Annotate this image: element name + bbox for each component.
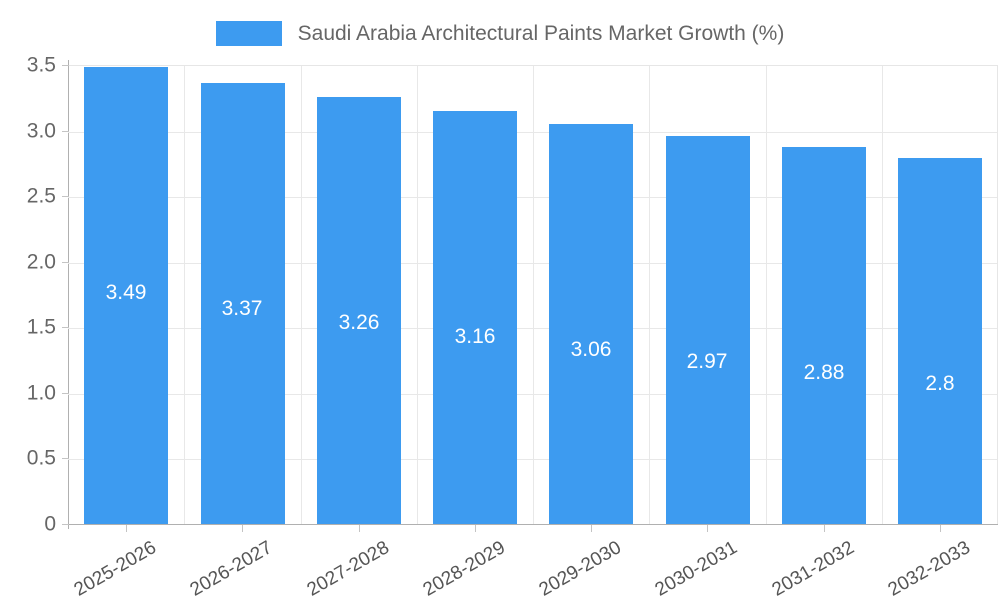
y-gridline	[68, 262, 997, 264]
bar[interactable]	[84, 67, 168, 525]
bar-value-label: 3.06	[570, 338, 612, 361]
bar[interactable]	[666, 136, 750, 525]
x-axis-tick-mark	[126, 525, 127, 532]
y-axis-tick-label: 1.0	[26, 381, 56, 405]
y-axis-tick-mark	[62, 261, 69, 263]
bar[interactable]	[898, 158, 982, 525]
bar-value-label: 3.16	[454, 325, 496, 348]
bar-value-label: 3.49	[105, 281, 147, 304]
x-axis-tick-label: 2030-2031	[651, 537, 741, 601]
bar[interactable]	[201, 83, 285, 525]
y-axis-tick-label: 0	[44, 512, 56, 536]
x-gridline	[184, 66, 185, 524]
x-axis-tick-label: 2025-2026	[70, 537, 160, 601]
x-gridline	[301, 66, 302, 524]
x-axis-tick-label: 2032-2033	[884, 537, 974, 601]
y-gridline	[68, 131, 997, 133]
plot-area: 3.49 3.37 3.26 3.16 3.06 2.97 2.88 2.8	[68, 65, 998, 525]
bar-value-label: 2.97	[686, 350, 728, 373]
y-gridline	[68, 197, 997, 199]
bar-value-label: 3.37	[221, 297, 263, 320]
x-axis-tick-mark	[359, 525, 360, 532]
y-axis-tick-label: 2.5	[26, 184, 56, 208]
x-axis-line	[62, 524, 998, 525]
y-axis-tick-mark	[62, 130, 69, 132]
y-axis-tick-label: 1.5	[26, 315, 56, 339]
y-axis-tick-mark	[62, 327, 69, 329]
bar[interactable]	[317, 97, 401, 525]
x-axis-tick-label: 2026-2027	[186, 537, 276, 601]
x-axis-tick-mark	[591, 525, 592, 532]
x-axis-tick-label: 2029-2030	[535, 537, 625, 601]
y-axis-tick-label: 3.0	[26, 119, 56, 143]
y-axis-tick-mark	[62, 524, 69, 525]
x-axis-tick-mark	[707, 525, 708, 532]
x-axis-tick-mark	[242, 525, 243, 532]
y-gridline	[68, 393, 997, 395]
y-axis-tick-mark	[62, 392, 69, 394]
x-axis-tick-label: 2028-2029	[419, 537, 509, 601]
x-axis-tick-mark	[475, 525, 476, 532]
y-axis-tick-label: 3.5	[26, 53, 56, 77]
legend-label: Saudi Arabia Architectural Paints Market…	[297, 21, 785, 45]
bar[interactable]	[433, 111, 517, 525]
bar-value-label: 3.26	[338, 311, 380, 334]
bar-value-label: 2.8	[925, 372, 955, 395]
x-gridline	[766, 66, 767, 524]
y-gridline	[68, 328, 997, 330]
x-axis-tick-mark	[940, 525, 941, 532]
bar[interactable]	[549, 124, 633, 525]
y-axis-tick-labels: 0 0.5 1.0 1.5 2.0 2.5 3.0 3.5	[0, 0, 56, 600]
y-axis-tick-mark	[62, 65, 69, 66]
chart-legend: Saudi Arabia Architectural Paints Market…	[0, 16, 1000, 50]
x-gridline	[882, 66, 883, 524]
y-axis-tick-mark	[62, 196, 69, 198]
y-axis-tick-mark	[62, 458, 69, 460]
x-gridline	[533, 66, 534, 524]
y-gridline	[68, 459, 997, 461]
bar[interactable]	[782, 147, 866, 525]
x-axis-tick-mark	[824, 525, 825, 532]
x-gridline	[649, 66, 650, 524]
legend-swatch-icon[interactable]	[215, 20, 282, 46]
x-axis-tick-label: 2027-2028	[303, 537, 393, 601]
y-axis-tick-label: 0.5	[26, 446, 56, 470]
y-axis-tick-label: 2.0	[26, 250, 56, 274]
y-axis-line	[68, 60, 69, 529]
bar-value-label: 2.88	[803, 361, 845, 384]
x-axis-tick-label: 2031-2032	[768, 537, 858, 601]
x-gridline	[417, 66, 418, 524]
